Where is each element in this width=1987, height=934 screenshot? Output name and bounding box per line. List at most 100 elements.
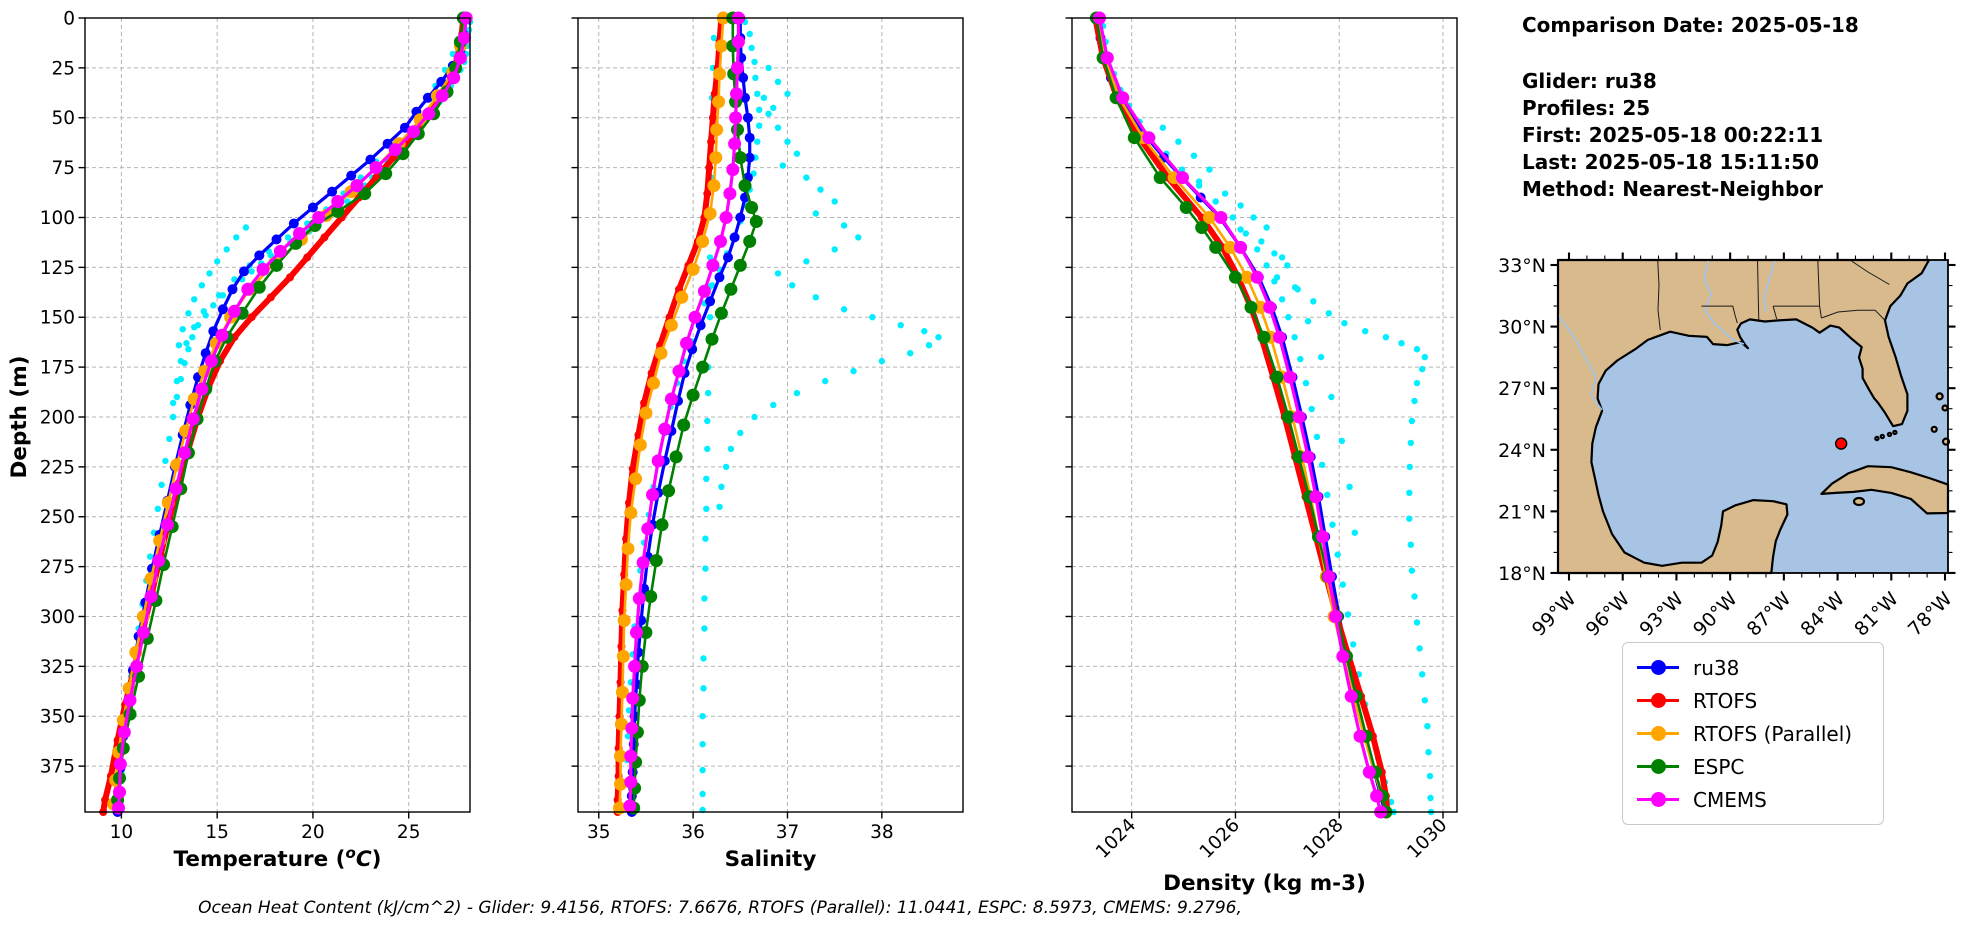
salinity-axis-label: Salinity — [725, 847, 817, 872]
x-tick-label: 35 — [587, 822, 611, 843]
glider-scatter-salinity — [623, 18, 942, 814]
series-cmems-markers — [112, 11, 473, 815]
series-espc-line — [1095, 16, 1388, 814]
map-lon-label: 78°W — [1904, 588, 1957, 641]
x-tick-label: 15 — [205, 822, 229, 843]
series-cmems-markers — [623, 11, 745, 813]
x-tick-label: 38 — [870, 822, 894, 843]
panel-frame — [84, 17, 471, 813]
x-tick-label: 1026 — [1196, 815, 1244, 863]
map-marker-group — [1834, 437, 1848, 450]
depth-tick-label: 275 — [40, 557, 75, 578]
rio-grande-river — [1557, 314, 1603, 411]
depth-tick-label: 250 — [40, 507, 75, 528]
profile-charts: 10 15 20 2502550751001251501752002252502753… — [7, 9, 1458, 896]
depth-tick-label: 50 — [51, 108, 75, 129]
x-tick-label: 20 — [301, 822, 325, 843]
bahamas-island — [1930, 425, 1938, 433]
panel-salinity: 35 36 37 38 Salinity — [571, 11, 964, 872]
map-lon-label: 87°W — [1743, 588, 1796, 641]
florida-keys — [1879, 433, 1885, 440]
rivers — [1557, 259, 1776, 411]
glider-text: Glider: ru38 — [1522, 69, 1657, 93]
state-border — [1757, 259, 1760, 323]
state-border — [1772, 305, 1778, 320]
panel-frame — [1071, 17, 1458, 813]
state-borders — [1657, 259, 1890, 331]
depth-axis-label: Depth (m) — [7, 356, 32, 479]
legend-marker-dot — [1650, 758, 1666, 774]
depth-tick-label: 75 — [51, 158, 75, 179]
legend-line-swatch — [1637, 725, 1679, 741]
state-border — [1821, 309, 1886, 321]
depth-tick-label: 375 — [40, 757, 75, 778]
legend-item-rtofs-parallel: RTOFS (Parallel) — [1637, 717, 1869, 750]
depth-tick-label: 325 — [40, 657, 75, 678]
depth-tick-label: 225 — [40, 457, 75, 478]
panel-temperature: 10 15 20 2502550751001251501752002252502753… — [40, 9, 474, 872]
map-lon-label: 84°W — [1796, 588, 1849, 641]
info-spacer — [1522, 39, 1859, 68]
map-frame — [1557, 259, 1949, 574]
map-lat-label: 27°N — [1498, 378, 1546, 400]
x-tick-label: 1030 — [1403, 815, 1451, 863]
depth-tick-label: 175 — [40, 358, 75, 379]
depth-tick-label: 350 — [40, 707, 75, 728]
x-tick-label: 37 — [776, 822, 800, 843]
map-lon-label: 90°W — [1689, 588, 1742, 641]
map-lon-label: 93°W — [1635, 588, 1688, 641]
x-tick-label: 1028 — [1300, 815, 1348, 863]
map-lon-label: 81°W — [1850, 588, 1903, 641]
map-lat-label: 21°N — [1498, 501, 1546, 523]
glider-location-marker — [1834, 437, 1848, 450]
florida-keys — [1892, 429, 1898, 436]
temperature-axis-label: Temperature (oC) — [174, 844, 382, 872]
x-tick-label: 36 — [681, 822, 705, 843]
depth-tick-label: 25 — [51, 58, 75, 79]
x-tick-label: 1024 — [1092, 815, 1140, 863]
last-time-text: Last: 2025-05-18 15:11:50 — [1522, 150, 1820, 174]
info-block: Comparison Date: 2025-05-18 Glider: ru38… — [1522, 12, 1859, 203]
map-inset: 99°W 96°W 93°W 90°W 87°W 84°W 81°W 78°W 33°N 30°N… — [1498, 252, 1957, 641]
depth-tick-label: 200 — [40, 407, 75, 428]
profiles-text: Profiles: 25 — [1522, 96, 1651, 120]
florida-keys — [1874, 435, 1880, 442]
first-time-text: First: 2025-05-18 00:22:11 — [1522, 123, 1824, 147]
depth-tick-label: 0 — [63, 9, 75, 30]
alabama-river — [1763, 259, 1776, 313]
ohc-caption: Ocean Heat Content (kJ/cm^2) - Glider: 9… — [198, 898, 1242, 918]
method-text: Method: Nearest-Neighbor — [1522, 177, 1823, 201]
legend-label: RTOFS (Parallel) — [1693, 721, 1853, 746]
map-lat-label: 33°N — [1498, 255, 1546, 277]
legend-marker-dot — [1650, 791, 1666, 807]
legend-label: ESPC — [1693, 754, 1745, 779]
legend-item-ru38: ru38 — [1637, 651, 1869, 684]
land-masses — [1556, 258, 1951, 575]
x-tick-label: 25 — [397, 822, 421, 843]
depth-tick-label: 300 — [40, 607, 75, 628]
legend-line-swatch — [1637, 692, 1679, 708]
legend-marker-dot — [1650, 725, 1666, 741]
map-lon-label: 96°W — [1582, 588, 1635, 641]
bahamas-island — [1935, 392, 1944, 401]
north-america-landmass — [1556, 258, 1931, 575]
legend-item-cmems: CMEMS — [1637, 783, 1869, 816]
legend-item-espc: ESPC — [1637, 750, 1869, 783]
legend-marker-dot — [1650, 659, 1666, 675]
density-axis-label: Density (kg m-3) — [1163, 871, 1366, 896]
legend-label: RTOFS — [1693, 688, 1758, 713]
legend-line-swatch — [1637, 758, 1679, 774]
mississippi-river — [1703, 259, 1745, 345]
x-tick-label: 10 — [110, 822, 134, 843]
state-border — [1849, 259, 1890, 285]
panel-density: 1024 1026 1028 1030 Density (kg m-3) — [1065, 11, 1458, 896]
depth-tick-label: 100 — [40, 208, 75, 229]
map-lat-label: 18°N — [1498, 563, 1546, 585]
legend-line-swatch — [1637, 791, 1679, 807]
legend-label: ru38 — [1693, 655, 1740, 680]
isle-of-youth — [1852, 496, 1866, 507]
panel-frame — [577, 17, 964, 813]
depth-tick-label: 150 — [40, 308, 75, 329]
state-border — [1701, 305, 1738, 324]
